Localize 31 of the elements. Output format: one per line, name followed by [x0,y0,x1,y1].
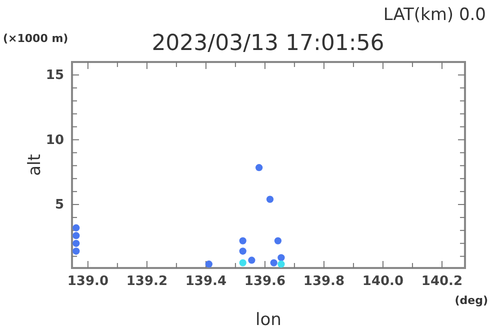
point [72,240,80,247]
point [72,248,80,255]
point [72,232,80,240]
point [274,237,282,244]
point [205,260,212,268]
x-tick-label: 139.0 [67,274,108,290]
point [248,256,256,264]
text: LAT(km) 0.0 [383,5,486,25]
x-axis-title: lon [256,310,282,330]
point [266,196,274,203]
point [239,259,246,266]
point [239,237,246,244]
point [270,259,278,266]
x-tick-label: 139.2 [126,274,168,290]
x-tick-label: 140.2 [421,274,463,290]
x-tick-label: 139.4 [185,274,227,290]
point [278,254,285,262]
chart-title: 2023/03/13 17:01:56 [152,31,384,56]
point [255,164,263,172]
y-tick-label: 15 [46,68,64,84]
y-tick-label: 10 [46,132,64,148]
point [278,260,285,268]
x-tick-label: 139.8 [303,274,345,290]
y-tick-label: 5 [54,198,64,213]
x-tick-label: 140.0 [362,274,404,290]
point [72,224,80,232]
text: (deg) [454,294,488,307]
point [239,248,246,255]
text: (×1000 m) [3,32,68,45]
y-axis-title: alt [25,154,45,176]
x-tick-label: 139.6 [244,274,286,290]
